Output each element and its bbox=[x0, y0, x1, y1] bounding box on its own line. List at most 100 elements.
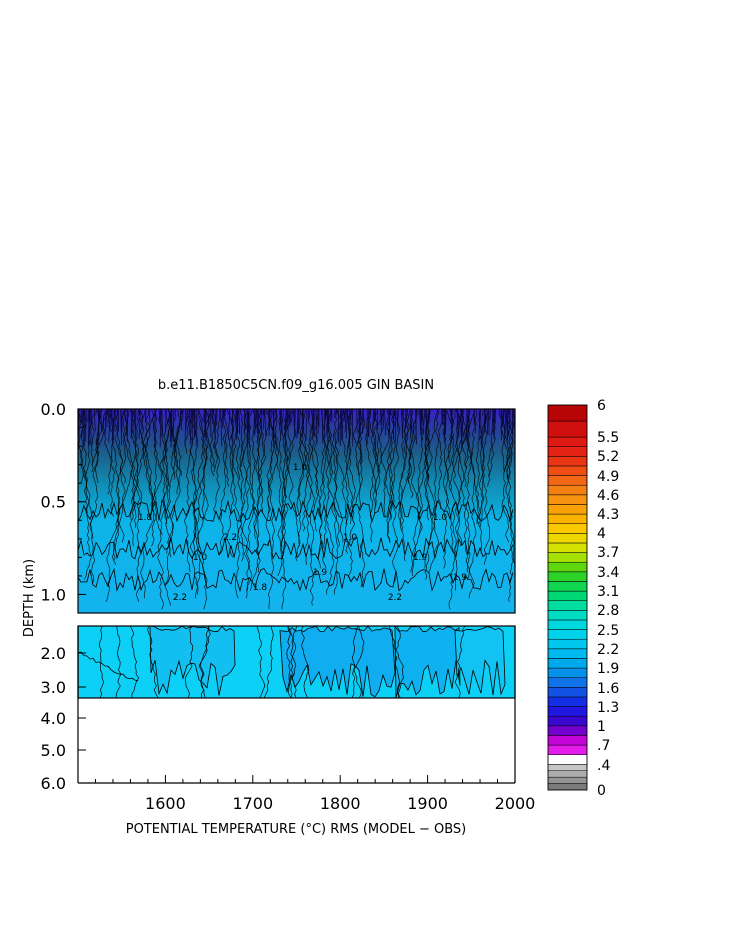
contour-line bbox=[281, 409, 293, 558]
contour-line bbox=[285, 409, 287, 448]
contour-line bbox=[196, 409, 213, 584]
contour-line bbox=[110, 409, 120, 565]
contour-line bbox=[468, 409, 478, 599]
lower-panel bbox=[77, 625, 516, 784]
y-tick-label: 1.0 bbox=[41, 585, 66, 604]
contour-line bbox=[254, 409, 257, 436]
contour-line bbox=[265, 409, 268, 416]
contour-line bbox=[388, 626, 400, 698]
x-axis-label: POTENTIAL TEMPERATURE (°C) RMS (MODEL − … bbox=[126, 822, 467, 837]
contour-region bbox=[454, 626, 506, 696]
contour-line bbox=[382, 409, 385, 418]
contour-line bbox=[444, 409, 457, 551]
colorbar-label: 3.1 bbox=[597, 584, 619, 600]
contour-line bbox=[165, 409, 167, 432]
contour-line bbox=[302, 409, 316, 532]
contour-line bbox=[253, 409, 256, 435]
contour-line bbox=[501, 409, 510, 543]
contour-line bbox=[205, 409, 207, 437]
colorbar-segment bbox=[547, 638, 588, 650]
contour-line bbox=[395, 626, 404, 698]
contour-line bbox=[482, 409, 484, 416]
contour-line bbox=[114, 409, 127, 484]
x-tick-label: 1600 bbox=[145, 794, 186, 813]
contour-region bbox=[279, 626, 396, 698]
y-tick-label: 2.0 bbox=[41, 644, 66, 663]
colorbar-label: .7 bbox=[597, 738, 610, 754]
contour-line bbox=[95, 409, 103, 454]
contour-line bbox=[188, 409, 191, 426]
contour-line bbox=[255, 409, 261, 573]
contour-line bbox=[347, 409, 356, 525]
contour-line bbox=[140, 409, 158, 599]
contour-line bbox=[345, 409, 348, 439]
contour-line bbox=[95, 409, 98, 416]
contour-line bbox=[372, 409, 375, 429]
colorbar-segment bbox=[547, 658, 588, 669]
contour-line bbox=[256, 626, 266, 698]
x-axis: 1600 1700 1800 1900 2000 bbox=[77, 775, 535, 813]
contour-line bbox=[263, 626, 274, 698]
contour-line bbox=[498, 409, 514, 602]
contour-line bbox=[427, 409, 430, 431]
contour-line bbox=[349, 409, 352, 426]
contour-line bbox=[386, 409, 396, 543]
contour-line bbox=[87, 409, 90, 446]
contour-line bbox=[508, 409, 511, 435]
contour-line bbox=[258, 409, 265, 495]
contour-line bbox=[362, 409, 364, 434]
colorbar-label: 1.9 bbox=[597, 661, 619, 677]
contour-line bbox=[376, 409, 385, 461]
contour-line bbox=[403, 409, 411, 458]
contour-line bbox=[185, 409, 188, 429]
contour-line bbox=[138, 409, 141, 440]
contour-line bbox=[82, 409, 92, 580]
contour-label: 2.2 bbox=[173, 593, 187, 603]
contour-line bbox=[141, 409, 155, 506]
contour-line bbox=[238, 409, 240, 420]
contour-line bbox=[130, 409, 133, 440]
contour-line bbox=[115, 626, 122, 698]
contour-line bbox=[340, 409, 342, 446]
contour-line bbox=[231, 409, 234, 424]
colorbar-segment bbox=[547, 770, 588, 778]
contour-line bbox=[384, 409, 387, 436]
contour-line bbox=[360, 409, 362, 421]
contour-line bbox=[425, 409, 428, 441]
contour-line bbox=[111, 409, 114, 444]
contour-line bbox=[482, 409, 490, 565]
colorbar-segment bbox=[547, 764, 588, 771]
contour-line bbox=[109, 409, 111, 432]
contour-line bbox=[340, 409, 347, 458]
contour-line bbox=[326, 409, 329, 444]
contour-line bbox=[506, 409, 514, 480]
colorbar-segment bbox=[547, 677, 588, 688]
contour-line bbox=[378, 409, 387, 517]
contour-line bbox=[460, 409, 463, 445]
contour-line bbox=[311, 409, 314, 433]
contour-line bbox=[344, 409, 347, 433]
colorbar-segment bbox=[547, 404, 588, 422]
contour-line bbox=[257, 409, 260, 444]
chart-title: b.e11.B1850C5CN.f09_g16.005 GIN BASIN bbox=[158, 378, 434, 393]
contour-line bbox=[85, 409, 96, 513]
contour-line bbox=[172, 409, 175, 442]
colorbar-segment bbox=[547, 667, 588, 678]
contour-line bbox=[310, 409, 319, 532]
contour-line bbox=[207, 409, 210, 428]
contour-line bbox=[410, 409, 430, 573]
colorbar-label: 4.9 bbox=[597, 469, 619, 485]
contour-line bbox=[457, 409, 460, 437]
contour-line bbox=[104, 409, 107, 435]
contour-line bbox=[256, 409, 259, 434]
colorbar-segment bbox=[547, 706, 588, 717]
contour-line bbox=[396, 409, 399, 433]
contour-line bbox=[290, 409, 293, 423]
contour-line bbox=[330, 409, 333, 421]
contour-line bbox=[423, 409, 426, 426]
contour-line bbox=[448, 409, 461, 610]
contour-line bbox=[371, 409, 378, 513]
contour-line bbox=[235, 409, 241, 480]
contour-line bbox=[203, 409, 215, 476]
contour-line bbox=[337, 409, 340, 444]
